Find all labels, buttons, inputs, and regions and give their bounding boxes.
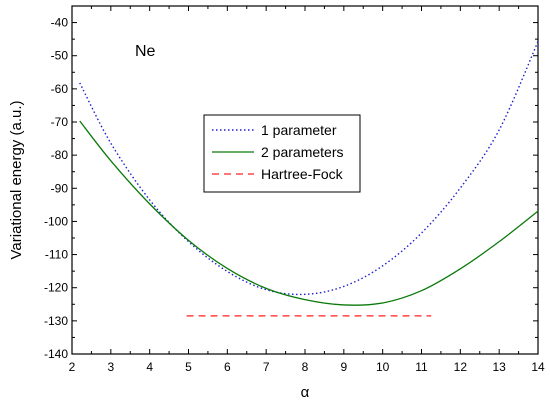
legend-label: 2 parameters [261,144,343,160]
x-tick-label: 11 [415,360,428,374]
element-annotation: Ne [135,43,156,60]
x-tick-label: 10 [376,360,390,374]
x-tick-label: 7 [263,360,270,374]
x-tick-label: 4 [146,360,153,374]
series-line-1-parameter [79,41,539,296]
y-tick-label: -50 [51,49,69,63]
legend-label: 1 parameter [261,122,337,138]
x-tick-label: 2 [69,360,76,374]
legend-box [203,114,361,193]
x-tick-label: 5 [185,360,192,374]
y-tick-label: -60 [51,82,69,96]
y-axis-label: Variational energy (a.u.) [8,101,25,260]
x-tick-label: 14 [531,360,545,374]
y-tick-label: -130 [44,314,68,328]
x-tick-label: 13 [492,360,506,374]
y-tick-label: -40 [51,16,69,30]
legend-label: Hartree-Fock [261,166,344,182]
y-tick-label: -90 [51,181,69,195]
y-tick-label: -70 [51,115,69,129]
x-tick-label: 3 [107,360,114,374]
y-tick-label: -140 [44,347,68,361]
x-axis-label: α [301,384,310,401]
x-tick-label: 8 [302,360,309,374]
x-tick-label: 6 [224,360,231,374]
y-tick-label: -80 [51,148,69,162]
x-tick-label: 12 [454,360,468,374]
y-tick-label: -100 [44,214,68,228]
axis-ticks: 2 3 4 5 6 7 8 9 10 11 12 13 14 -140 -130 -120 -110 -100 -9… [44,6,545,374]
series-line-2-parameters [79,120,539,306]
y-tick-label: -110 [45,248,68,262]
y-tick-label: -120 [44,281,68,295]
x-tick-label: 9 [340,360,347,374]
legend: 1 parameter 2 parameters Hartree-Fock [203,114,361,193]
